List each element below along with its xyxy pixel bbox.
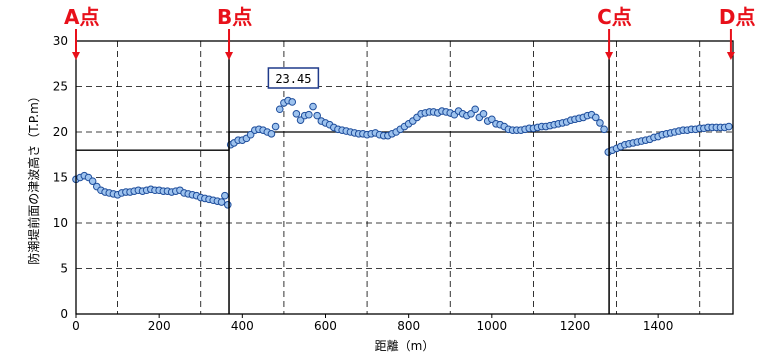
data-point <box>288 98 297 106</box>
y-tick-label: 30 <box>53 34 68 48</box>
data-point <box>246 130 255 139</box>
tick-labels: 0 200 400 600 800 1000 1200 1400 0 5 10 15 20 25 30 <box>53 34 674 333</box>
section-arrow-head <box>225 52 234 60</box>
data-point <box>725 122 733 131</box>
x-tick-label: 200 <box>148 319 171 333</box>
x-tick-label: 0 <box>72 319 80 333</box>
y-tick-label: 10 <box>53 216 68 230</box>
data-point <box>467 110 475 118</box>
data-point <box>88 177 97 185</box>
data-point <box>488 115 496 124</box>
max-callout-value: 23.45 <box>275 72 311 86</box>
y-axis-title: 防潮堤前面の津波高さ（T.P.m） <box>26 90 41 265</box>
data-point <box>221 191 229 200</box>
max-callout-box <box>267 67 320 89</box>
data-point <box>309 102 317 111</box>
y-tick-label: 25 <box>53 80 68 94</box>
point-markers: A点 B点 C点 D点 <box>64 5 756 60</box>
section-point-label: A点 <box>64 5 99 29</box>
data-point <box>223 201 232 209</box>
section-arrow-head <box>605 52 614 60</box>
y-tick-label: 0 <box>60 307 68 321</box>
max-callout: 23.45 <box>267 67 320 89</box>
section-point-label: D点 <box>719 5 756 29</box>
section-point-label: B点 <box>217 5 252 29</box>
y-tick-label: 15 <box>53 171 68 185</box>
plot-frame <box>75 40 734 315</box>
y-tick-label: 20 <box>53 125 68 139</box>
step-line <box>76 131 733 151</box>
data-point <box>296 116 305 124</box>
data-point <box>217 198 226 206</box>
section-arrow-head <box>72 52 80 60</box>
data-point <box>271 122 280 131</box>
x-tick-label: 1000 <box>477 319 508 333</box>
x-tick-label: 800 <box>397 319 420 333</box>
data-point <box>292 110 301 118</box>
data-point <box>479 110 488 118</box>
data-point <box>275 105 284 114</box>
reference-step-line <box>76 131 733 151</box>
plot-border <box>75 40 734 315</box>
y-tick-label: 5 <box>60 262 68 276</box>
data-point <box>305 110 313 119</box>
data-point <box>313 111 321 120</box>
x-tick-label: 600 <box>314 319 337 333</box>
data-point <box>596 119 604 127</box>
x-tick-label: 1200 <box>560 319 591 333</box>
grid-lines <box>76 41 733 314</box>
x-axis-title: 距離（m） <box>375 339 435 353</box>
x-tick-label: 400 <box>231 319 254 333</box>
data-point <box>591 113 600 122</box>
section-arrow-head <box>726 52 735 60</box>
data-point <box>471 105 479 114</box>
data-point <box>600 125 608 134</box>
data-point <box>267 130 276 138</box>
data-points <box>72 96 733 209</box>
x-tick-label: 1400 <box>643 319 674 333</box>
section-point-label: C点 <box>597 5 632 29</box>
